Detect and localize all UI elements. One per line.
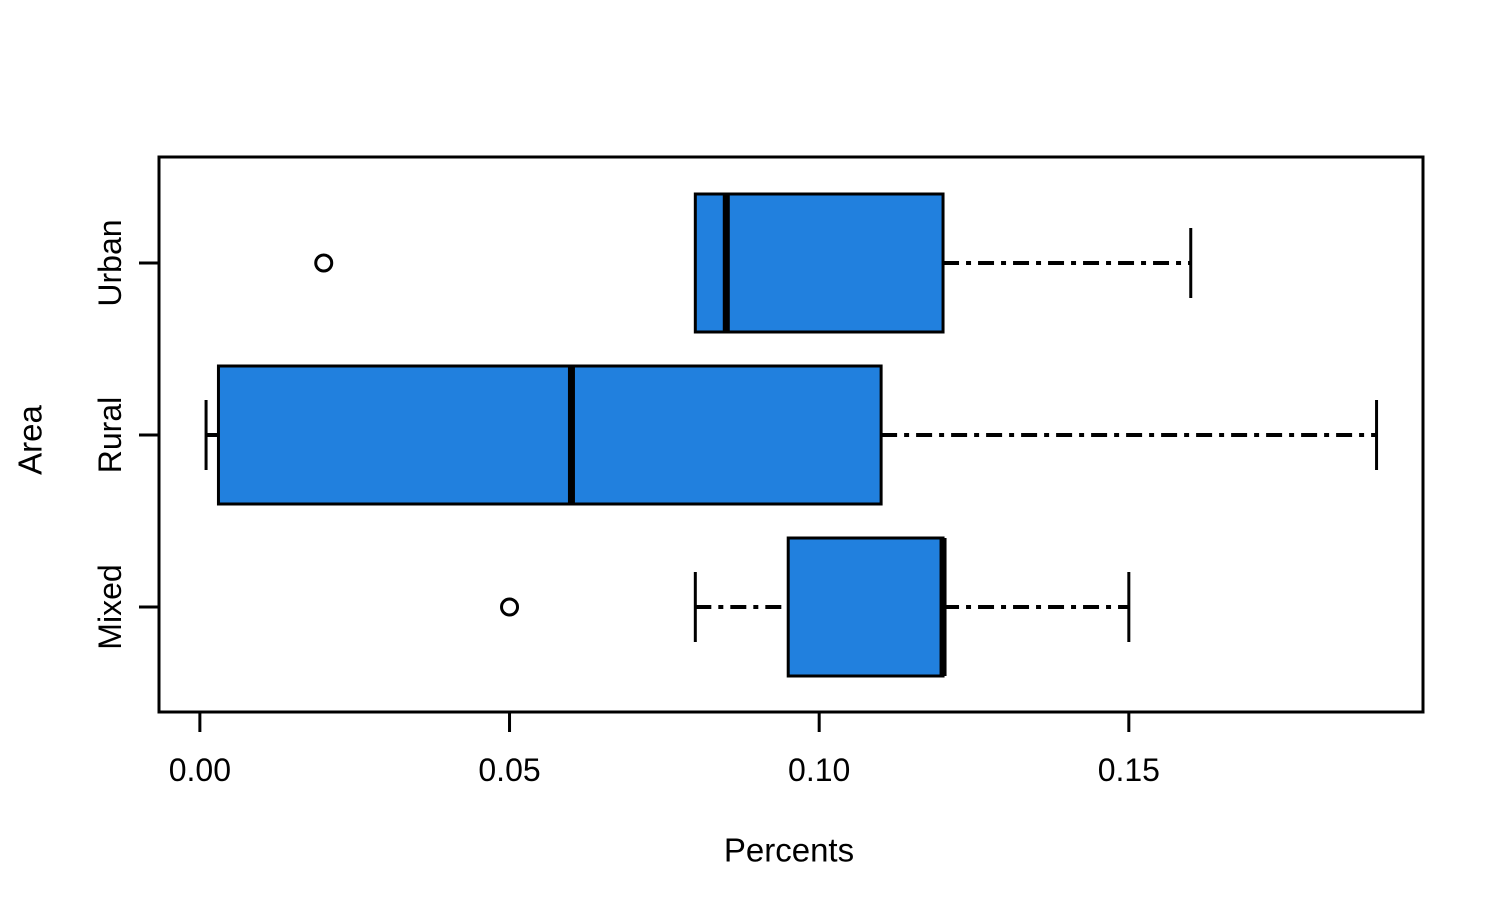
x-tick-label: 0.00 bbox=[169, 752, 231, 788]
x-tick-label: 0.05 bbox=[478, 752, 540, 788]
box-urban bbox=[693, 192, 945, 334]
box-rural bbox=[216, 364, 883, 506]
outlier-urban bbox=[314, 253, 334, 273]
box-mixed bbox=[786, 536, 945, 678]
x-tick-label: 0.15 bbox=[1098, 752, 1160, 788]
x-tick-label: 0.10 bbox=[788, 752, 850, 788]
y-axis-title: Area bbox=[12, 405, 49, 475]
category-label-urban: Urban bbox=[92, 219, 128, 306]
category-label-rural: Rural bbox=[92, 397, 128, 473]
x-axis-title: Percents bbox=[724, 832, 854, 869]
outlier-mixed bbox=[500, 597, 520, 617]
category-label-mixed: Mixed bbox=[92, 564, 128, 649]
